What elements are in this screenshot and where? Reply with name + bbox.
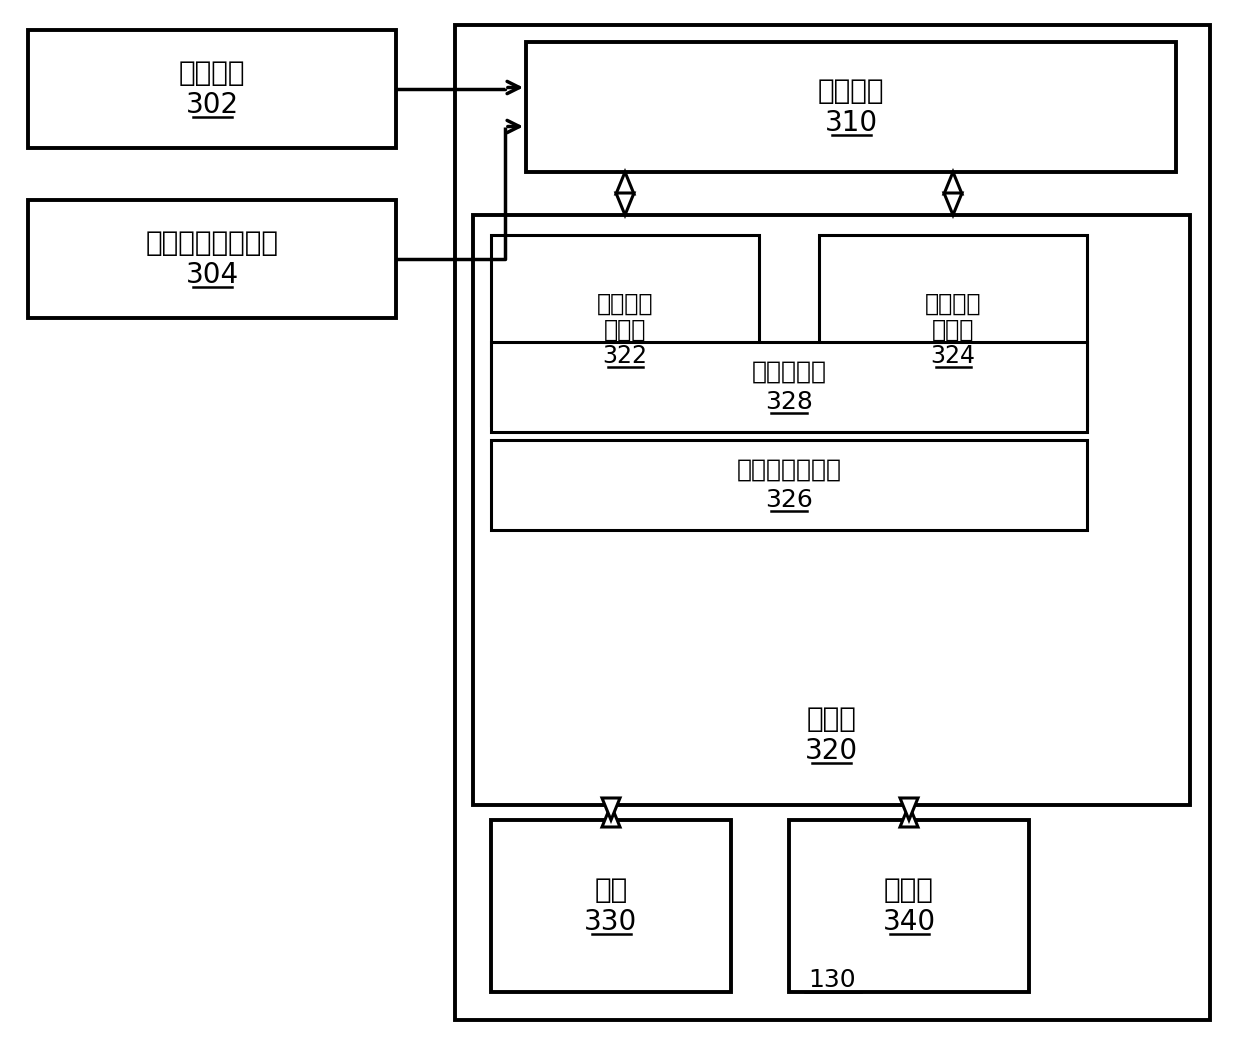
Bar (818, 235, 1087, 425)
FancyArrow shape (900, 805, 918, 827)
Text: 处理器: 处理器 (806, 705, 857, 733)
FancyArrow shape (944, 171, 962, 194)
Text: 304: 304 (186, 261, 238, 289)
Text: 302: 302 (186, 92, 238, 119)
Text: 326: 326 (765, 488, 813, 512)
Bar (491, 235, 759, 425)
Bar (29, 31, 396, 148)
FancyArrow shape (616, 193, 634, 215)
Text: 330: 330 (584, 908, 637, 936)
Bar (789, 820, 1029, 992)
FancyArrow shape (616, 171, 634, 194)
Text: 322: 322 (603, 344, 647, 368)
Text: 日志数据: 日志数据 (925, 292, 981, 316)
Text: 存储器: 存储器 (884, 876, 934, 904)
Text: 310: 310 (825, 109, 878, 137)
FancyArrow shape (900, 798, 918, 820)
Text: 130: 130 (808, 968, 857, 992)
Bar (455, 25, 1210, 1020)
Text: 324: 324 (930, 344, 976, 368)
FancyArrow shape (944, 193, 962, 215)
Text: 交通系统日志数据: 交通系统日志数据 (145, 229, 279, 257)
Text: 解析器: 解析器 (604, 318, 646, 342)
Text: 轨迹数据: 轨迹数据 (179, 59, 246, 87)
Bar (491, 440, 1087, 530)
Text: 解析器: 解析器 (931, 318, 975, 342)
Text: 340: 340 (883, 908, 935, 936)
Bar (526, 42, 1176, 171)
Text: 320: 320 (805, 737, 858, 765)
Text: 计划优化器: 计划优化器 (751, 360, 827, 384)
Bar (491, 342, 1087, 432)
Text: 轨迹数据: 轨迹数据 (596, 292, 653, 316)
Bar (491, 820, 732, 992)
Bar (472, 215, 1190, 805)
Text: 内存: 内存 (594, 876, 627, 904)
Text: 328: 328 (765, 390, 813, 414)
Text: 通信接口: 通信接口 (817, 77, 884, 105)
FancyArrow shape (601, 805, 620, 827)
FancyArrow shape (601, 798, 620, 820)
Text: 初始计划选择器: 初始计划选择器 (737, 458, 842, 482)
Bar (29, 200, 396, 318)
